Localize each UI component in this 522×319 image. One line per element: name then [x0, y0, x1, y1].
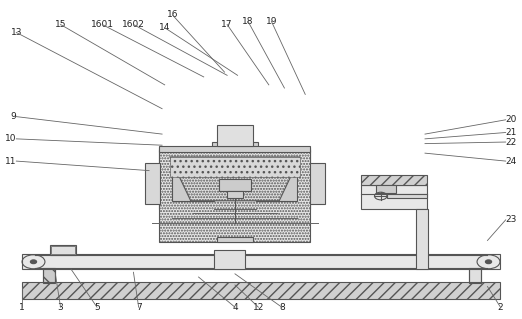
Bar: [160, 148, 311, 209]
Bar: [43, 269, 55, 282]
Bar: [387, 194, 426, 198]
Text: 11: 11: [5, 157, 16, 166]
Text: 23: 23: [506, 215, 517, 224]
Bar: [51, 246, 75, 254]
Text: 15: 15: [55, 20, 66, 29]
Text: 9: 9: [10, 112, 16, 121]
Bar: [214, 250, 245, 269]
Bar: [217, 237, 253, 242]
Bar: [256, 172, 298, 201]
Bar: [469, 269, 481, 282]
Bar: [361, 185, 426, 209]
Bar: [160, 146, 311, 152]
Text: 13: 13: [10, 28, 22, 37]
Bar: [43, 268, 55, 283]
Text: 21: 21: [506, 128, 517, 137]
Text: 10: 10: [5, 134, 16, 143]
Text: 7: 7: [136, 303, 141, 312]
Text: 3: 3: [58, 303, 64, 312]
Bar: [375, 185, 396, 193]
Polygon shape: [170, 157, 300, 201]
Bar: [310, 163, 325, 204]
Text: 24: 24: [506, 157, 517, 166]
Text: 17: 17: [221, 20, 233, 29]
Bar: [361, 175, 426, 185]
Text: 1602: 1602: [122, 20, 145, 29]
Bar: [50, 245, 76, 255]
Bar: [227, 191, 243, 197]
Bar: [219, 179, 251, 191]
Text: 2: 2: [497, 303, 503, 312]
Text: 12: 12: [253, 303, 264, 312]
Text: 19: 19: [266, 17, 277, 26]
Bar: [160, 150, 311, 242]
Bar: [416, 209, 428, 269]
Text: 8: 8: [279, 303, 284, 312]
Text: 22: 22: [506, 137, 517, 146]
Text: 14: 14: [159, 23, 170, 32]
Bar: [211, 142, 258, 150]
Text: 4: 4: [232, 303, 238, 312]
Bar: [21, 282, 501, 299]
Bar: [469, 268, 481, 283]
Bar: [217, 125, 253, 146]
Bar: [146, 163, 160, 204]
Bar: [219, 136, 251, 142]
Bar: [21, 254, 501, 269]
Text: 16: 16: [167, 11, 178, 19]
Bar: [172, 172, 214, 201]
Text: 1: 1: [19, 303, 25, 312]
Circle shape: [30, 260, 37, 264]
Text: 5: 5: [94, 303, 100, 312]
Text: 20: 20: [506, 115, 517, 124]
Bar: [170, 157, 300, 177]
Circle shape: [485, 260, 492, 264]
Text: 1601: 1601: [91, 20, 114, 29]
Text: 18: 18: [242, 17, 254, 26]
